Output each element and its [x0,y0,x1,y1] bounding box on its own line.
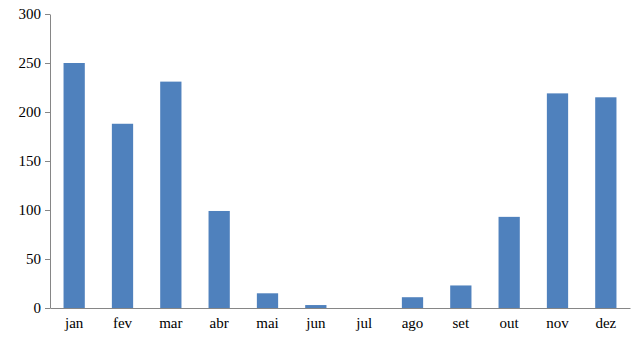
x-tick: dez [595,308,616,331]
x-tick: out [500,308,520,331]
x-tick-label: set [452,315,469,331]
x-tick-label: jun [305,315,326,331]
y-tick-label: 0 [34,300,42,316]
y-tick-label: 300 [19,6,42,22]
y-tick-label: 50 [26,251,41,267]
y-tick: 100 [19,202,51,218]
x-axis-line [51,308,631,309]
y-tick-mark [45,63,50,64]
y-axis: 0 50 100 150 200 250 300 [19,6,51,316]
x-tick-label: mar [159,315,182,331]
bar [595,97,616,308]
bar [499,217,520,308]
y-tick-label: 250 [19,55,42,71]
x-tick-label: jan [64,315,84,331]
y-tick-label: 150 [19,153,42,169]
y-tick: 150 [19,153,51,169]
y-tick-mark [45,161,50,162]
bar [112,124,133,308]
y-tick-label: 200 [19,104,42,120]
y-tick-label: 100 [19,202,42,218]
y-tick-mark [45,308,50,309]
x-tick-label: mai [256,315,279,331]
x-tick-label: out [500,315,520,331]
y-axis-line [50,15,51,309]
x-tick-label: fev [113,315,133,331]
chart: 0 50 100 150 200 250 300 jan fev mar abr mai jun jul a… [0,0,636,348]
x-tick: fev [113,308,133,331]
x-tick-label: jul [355,315,372,331]
bars [64,63,617,308]
bar [64,63,85,308]
x-tick: jul [355,308,372,331]
x-tick: mai [256,308,279,331]
y-tick: 250 [19,55,51,71]
y-tick: 50 [26,251,50,267]
bar [209,211,230,308]
y-tick-mark [45,210,50,211]
bar [450,285,471,308]
bar [354,308,375,309]
x-axis: jan fev mar abr mai jun jul ago set out nov dez [51,308,631,331]
bar [305,305,326,308]
x-tick: ago [402,308,424,331]
bar [547,93,568,308]
x-tick-label: ago [402,315,424,331]
x-tick: abr [210,308,229,331]
bar [402,297,423,308]
x-tick: jan [64,308,84,331]
y-tick-mark [45,259,50,260]
x-tick-label: nov [546,315,569,331]
plot-area: 0 50 100 150 200 250 300 jan fev mar abr mai jun jul a… [19,6,631,330]
bar [160,82,181,308]
y-tick-mark [45,14,50,15]
x-tick: jun [305,308,326,331]
bar [257,293,278,308]
x-tick-label: dez [595,315,616,331]
x-tick: set [452,308,469,331]
y-tick: 0 [34,300,51,316]
x-tick: nov [546,308,569,331]
x-tick: mar [159,308,182,331]
y-tick: 300 [19,6,51,22]
y-tick: 200 [19,104,51,120]
y-tick-mark [45,112,50,113]
x-tick-label: abr [210,315,229,331]
